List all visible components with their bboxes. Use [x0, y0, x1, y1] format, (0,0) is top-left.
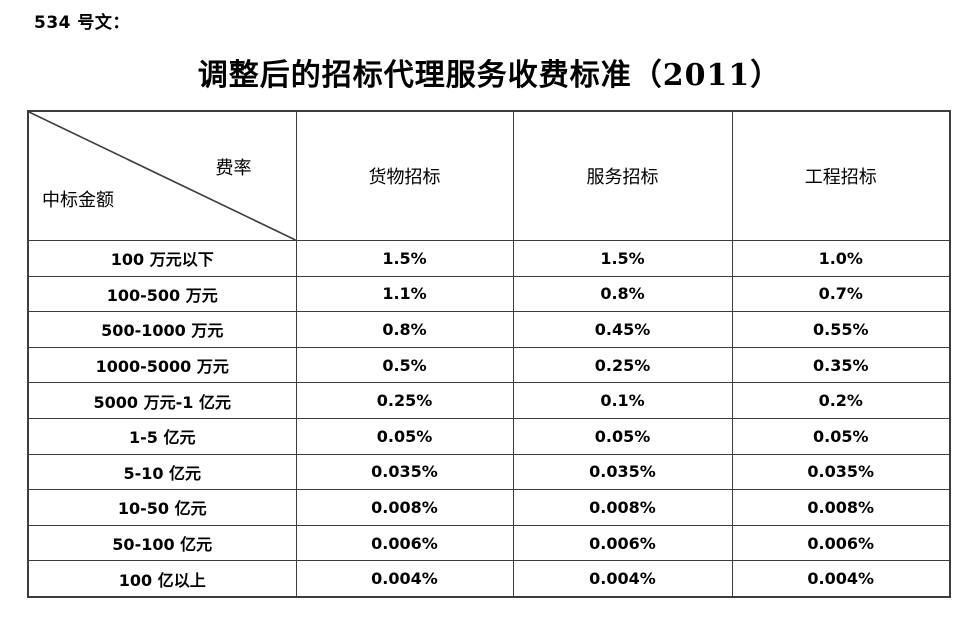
rate-cell: 0.25% [512, 346, 733, 384]
doc-number-label: 534 号文： [34, 13, 130, 33]
rate-cell: 0.25% [295, 382, 514, 419]
table-row: 100 万元以下 1.5% 1.5% 1.0% [27, 240, 951, 277]
table-row: 1000-5000 万元 0.5% 0.25% 0.35% [27, 346, 951, 384]
rate-cell: 0.45% [512, 311, 733, 348]
corner-header-cell: 费率 中标金额 [27, 110, 297, 241]
table-row: 50-100 亿元 0.006% 0.006% 0.006% [27, 524, 951, 562]
rate-cell: 0.05% [512, 417, 733, 455]
page-title: 调整后的招标代理服务收费标准（2011） [197, 58, 782, 93]
column-header-service-bidding: 服务招标 [512, 110, 733, 241]
rate-cell: 0.8% [512, 275, 733, 313]
rate-cell: 0.1% [512, 382, 733, 419]
diagonal-divider-line [29, 112, 296, 240]
rate-cell: 0.006% [512, 524, 733, 562]
rate-cell: 0.2% [731, 382, 951, 419]
rate-cell: 1.5% [512, 240, 733, 277]
rate-cell: 0.035% [731, 453, 951, 491]
rate-cell: 0.004% [731, 560, 951, 598]
rate-cell: 0.05% [295, 417, 514, 455]
table-row: 500-1000 万元 0.8% 0.45% 0.55% [27, 311, 951, 348]
row-label-cell: 50-100 亿元 [27, 524, 297, 562]
row-label-cell: 1000-5000 万元 [27, 346, 297, 384]
corner-label-rate: 费率 [215, 158, 252, 179]
rate-cell: 0.008% [512, 489, 733, 526]
rate-cell: 0.008% [731, 489, 951, 526]
rate-cell: 1.5% [295, 240, 514, 277]
table-row: 100-500 万元 1.1% 0.8% 0.7% [27, 275, 951, 313]
rate-cell: 0.008% [295, 489, 514, 526]
corner-label-bid-amount: 中标金额 [42, 190, 114, 211]
row-label-cell: 100 万元以下 [27, 240, 297, 277]
rate-cell: 1.1% [295, 275, 514, 313]
table-row: 5-10 亿元 0.035% 0.035% 0.035% [27, 453, 951, 491]
rate-cell: 0.35% [731, 346, 951, 384]
row-label-cell: 100-500 万元 [27, 275, 297, 313]
table-row: 1-5 亿元 0.05% 0.05% 0.05% [27, 417, 951, 455]
column-header-engineering-bidding: 工程招标 [731, 110, 951, 241]
row-label-cell: 5-10 亿元 [27, 453, 297, 491]
rate-cell: 0.55% [731, 311, 951, 348]
row-label-cell: 500-1000 万元 [27, 311, 297, 348]
rate-cell: 0.8% [295, 311, 514, 348]
rate-cell: 0.006% [295, 524, 514, 562]
rate-cell: 0.004% [295, 560, 514, 598]
rate-cell: 0.7% [731, 275, 951, 313]
row-label-cell: 10-50 亿元 [27, 489, 297, 526]
rate-cell: 0.05% [731, 417, 951, 455]
rate-cell: 0.035% [512, 453, 733, 491]
table-row: 100 亿以上 0.004% 0.004% 0.004% [27, 560, 951, 598]
table-row: 5000 万元-1 亿元 0.25% 0.1% 0.2% [27, 382, 951, 419]
rate-cell: 1.0% [731, 240, 951, 277]
header-row: 费率 中标金额 货物招标 服务招标 工程招标 [27, 110, 951, 241]
rate-cell: 0.004% [512, 560, 733, 598]
row-label-cell: 1-5 亿元 [27, 417, 297, 455]
column-header-goods-bidding: 货物招标 [295, 110, 514, 241]
fee-rate-table: 费率 中标金额 货物招标 服务招标 工程招标 100 万元以下 1.5% 1.5… [27, 110, 951, 598]
rate-cell: 0.035% [295, 453, 514, 491]
row-label-cell: 5000 万元-1 亿元 [27, 382, 297, 419]
rate-cell: 0.006% [731, 524, 951, 562]
rate-cell: 0.5% [295, 346, 514, 384]
table-row: 10-50 亿元 0.008% 0.008% 0.008% [27, 489, 951, 526]
row-label-cell: 100 亿以上 [27, 560, 297, 598]
